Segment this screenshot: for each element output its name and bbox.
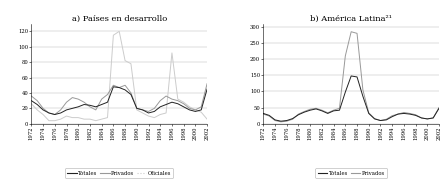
Legend: Totales, Privados: Totales, Privados [315, 168, 387, 178]
Title: a) Países en desarrollo: a) Países en desarrollo [72, 15, 167, 23]
Title: b) América Latina²¹: b) América Latina²¹ [310, 15, 392, 23]
Legend: Totales, Privados, Oficiales: Totales, Privados, Oficiales [65, 168, 173, 178]
